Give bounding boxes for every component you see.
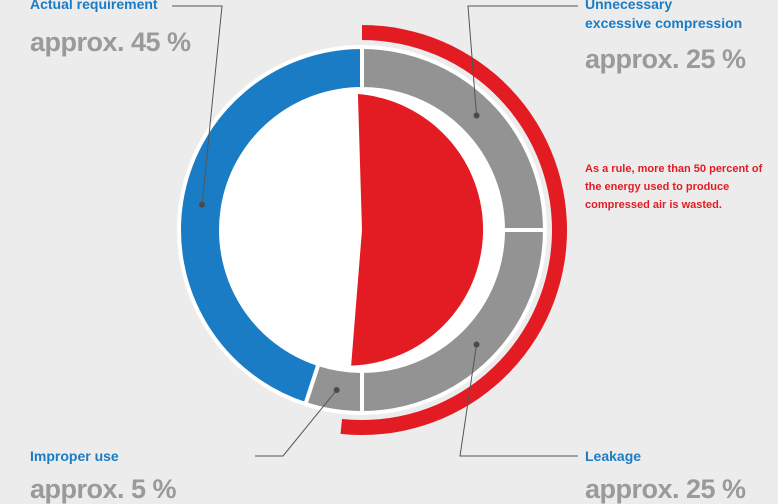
excess-compression-leader-dot bbox=[473, 112, 480, 119]
value-actual-requirement: approx. 45 % bbox=[30, 27, 191, 57]
improper-use-leader-dot bbox=[333, 387, 340, 394]
value-leakage: approx. 25 % bbox=[585, 474, 746, 504]
actual-requirement-leader-line bbox=[172, 5, 223, 205]
improper-use-leader-line bbox=[255, 389, 338, 457]
actual-requirement-leader-dot bbox=[198, 201, 205, 208]
label-excess-compression-line1: Unnecessary bbox=[585, 0, 673, 12]
slice-actual-requirement bbox=[177, 44, 364, 407]
value-improper-use: approx. 5 % bbox=[30, 474, 177, 504]
label-improper-use: Improper use bbox=[30, 448, 119, 464]
value-excess-compression: approx. 25 % bbox=[585, 44, 746, 74]
label-actual-requirement: Actual requirement bbox=[30, 0, 158, 12]
wasted-energy-note: As a rule, more than 50 percent of the e… bbox=[585, 163, 763, 211]
wasted-energy-half bbox=[351, 94, 484, 366]
label-excess-compression-line2: excessive compression bbox=[585, 15, 743, 31]
leakage-leader-line bbox=[459, 344, 578, 457]
leakage-leader-dot bbox=[473, 341, 480, 348]
label-leakage: Leakage bbox=[585, 448, 642, 464]
excess-compression-leader-line bbox=[467, 5, 578, 116]
